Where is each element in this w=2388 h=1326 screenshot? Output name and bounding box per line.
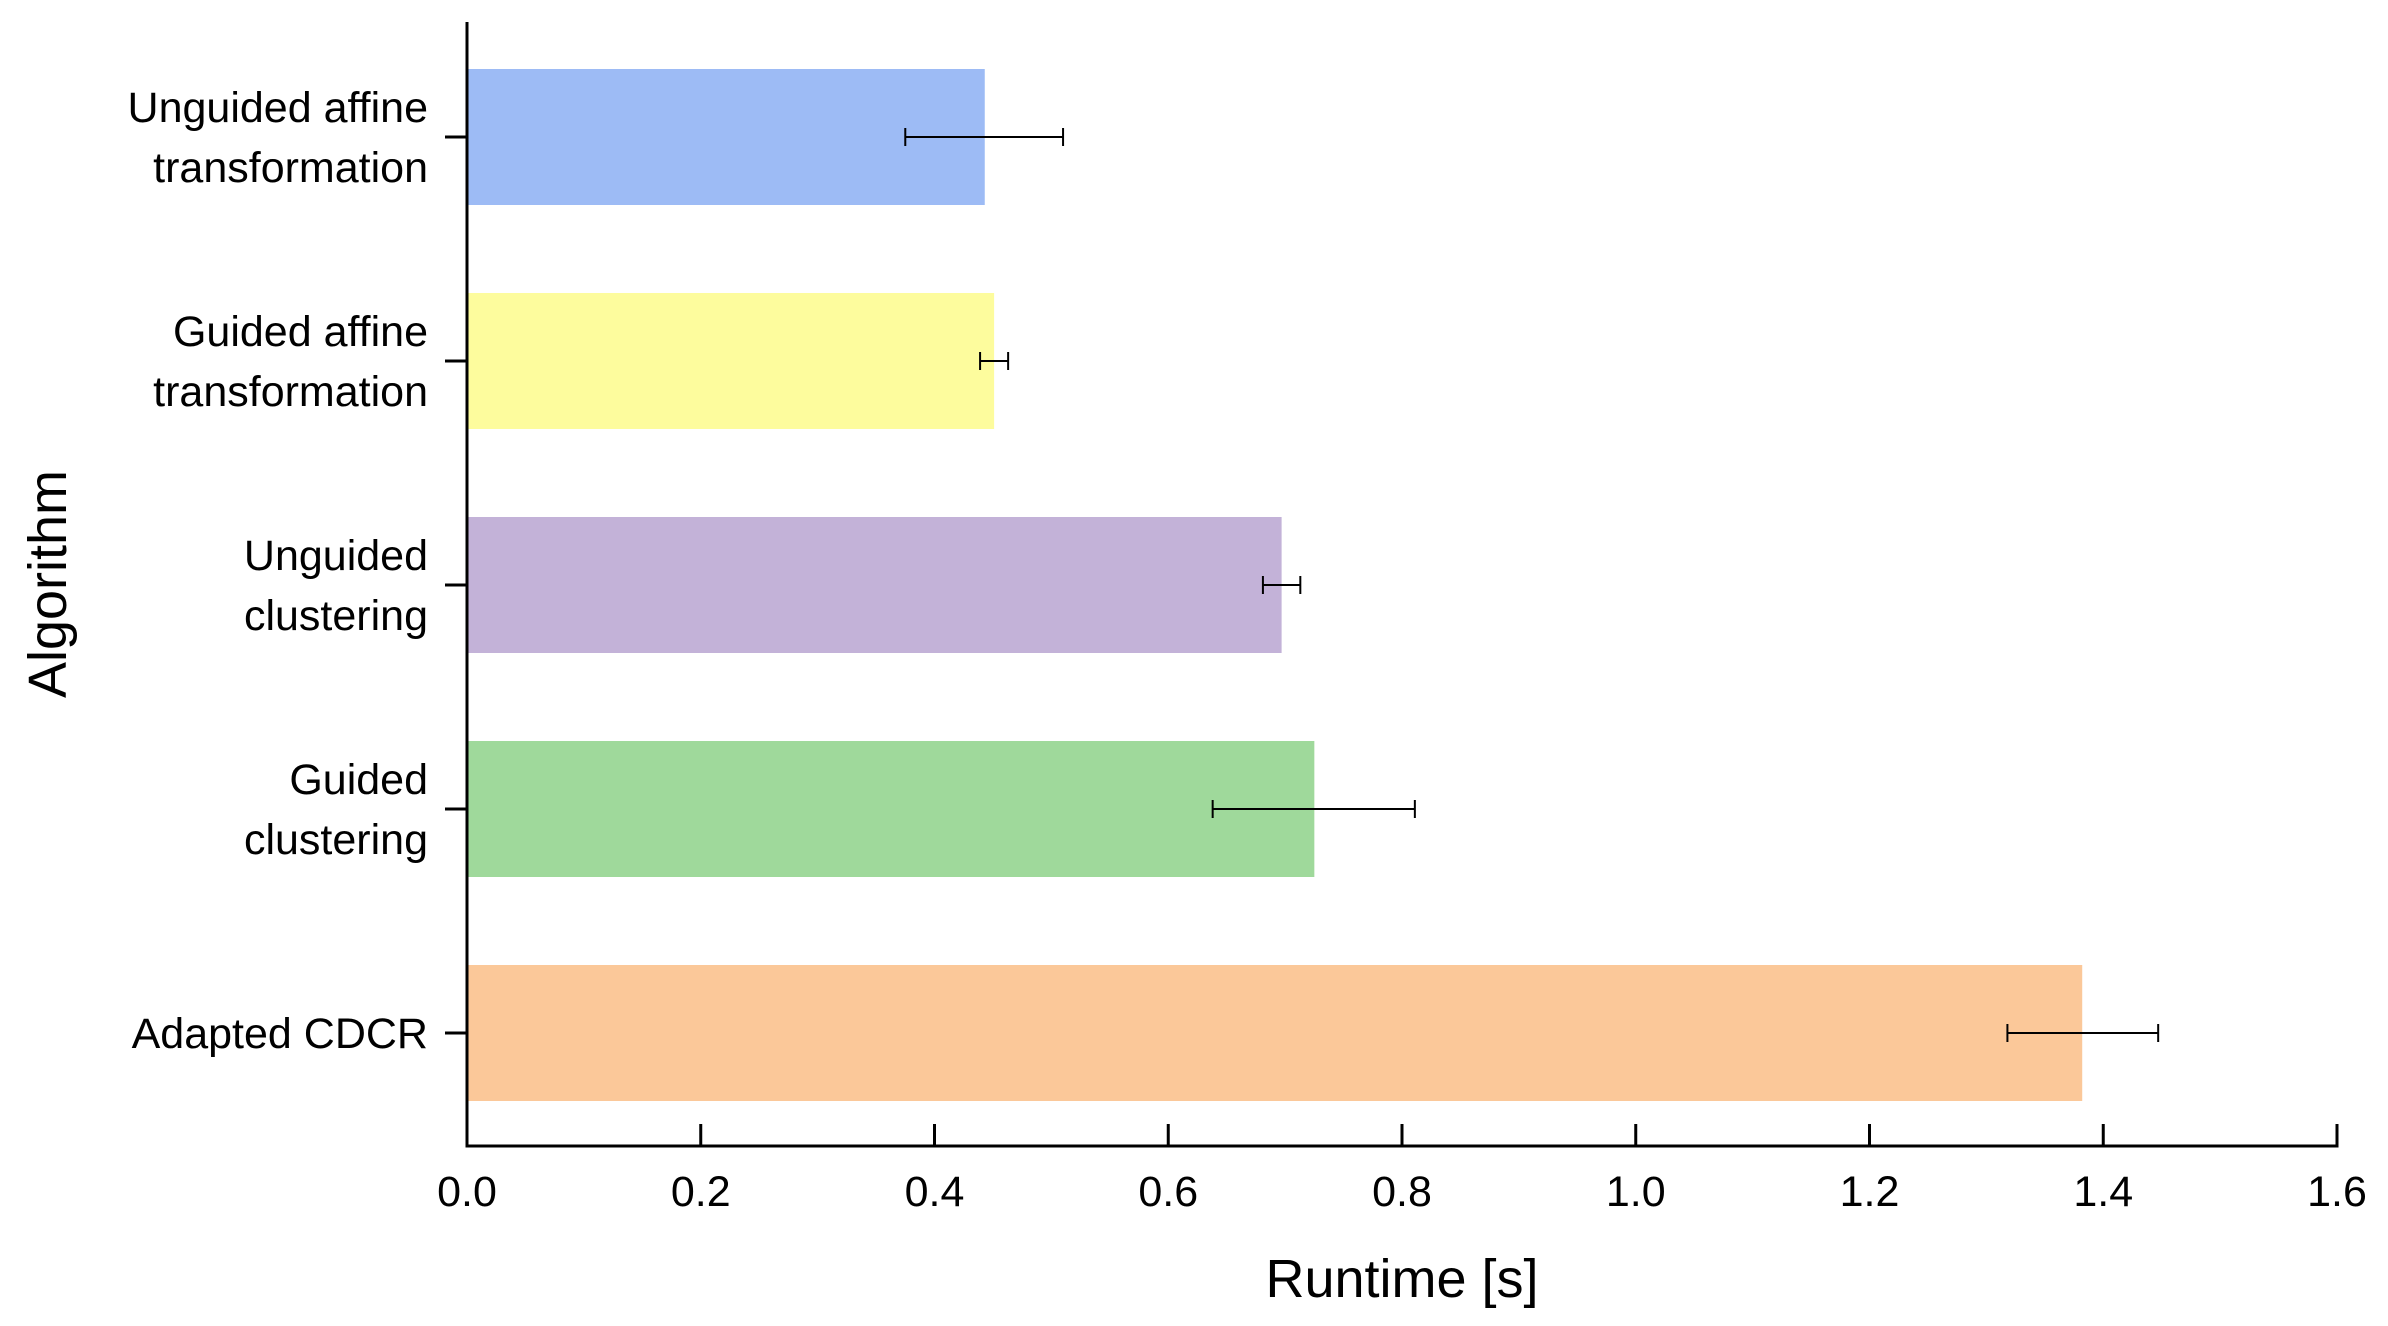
category-label-line: Guided affine	[173, 308, 428, 356]
x-tick-label: 0.6	[1138, 1168, 1198, 1216]
category-label-line: Guided	[289, 756, 428, 804]
category-label: Unguided clustering	[244, 532, 428, 640]
error-bar	[1211, 800, 1416, 818]
error-bar	[979, 352, 1010, 370]
x-tick-label: 0.8	[1372, 1168, 1432, 1216]
x-tick-label: 1.2	[1840, 1168, 1900, 1216]
category-label-line: transformation	[153, 144, 428, 192]
category-label: Guided affine transformation	[153, 308, 428, 416]
error-bars-layer	[904, 128, 2160, 1042]
category-label-line: clustering	[244, 816, 428, 864]
x-tick-label: 0.2	[671, 1168, 731, 1216]
error-bar	[2006, 1024, 2160, 1042]
bar	[468, 293, 995, 429]
category-label-line: Unguided	[244, 532, 428, 580]
x-axis-title: Runtime [s]	[1265, 1249, 1538, 1309]
bars-layer	[468, 69, 2083, 1101]
category-label: Unguided affine transformation	[128, 84, 428, 192]
x-ticks-layer: 0.0 0.2 0.4 0.6 0.8 1.0 1.2 1.4 1.6	[437, 1124, 2367, 1216]
bar	[468, 517, 1282, 653]
x-tick-label: 0.4	[905, 1168, 965, 1216]
category-label-line: clustering	[244, 592, 428, 640]
x-tick-label: 1.0	[1606, 1168, 1666, 1216]
bar	[468, 741, 1315, 877]
category-label: Guided clustering	[244, 756, 428, 864]
category-label-line: Adapted CDCR	[132, 1010, 428, 1058]
category-label-line: Unguided affine	[128, 84, 428, 132]
y-axis-title: Algorithm	[18, 470, 78, 698]
x-tick-label: 0.0	[437, 1168, 497, 1216]
category-label-line: transformation	[153, 368, 428, 416]
error-bar	[1261, 576, 1302, 594]
category-label: Adapted CDCR	[132, 1010, 428, 1058]
error-bar	[904, 128, 1065, 146]
bar	[468, 69, 985, 205]
x-tick-label: 1.6	[2307, 1168, 2367, 1216]
bar	[468, 965, 2083, 1101]
x-tick-label: 1.4	[2073, 1168, 2133, 1216]
